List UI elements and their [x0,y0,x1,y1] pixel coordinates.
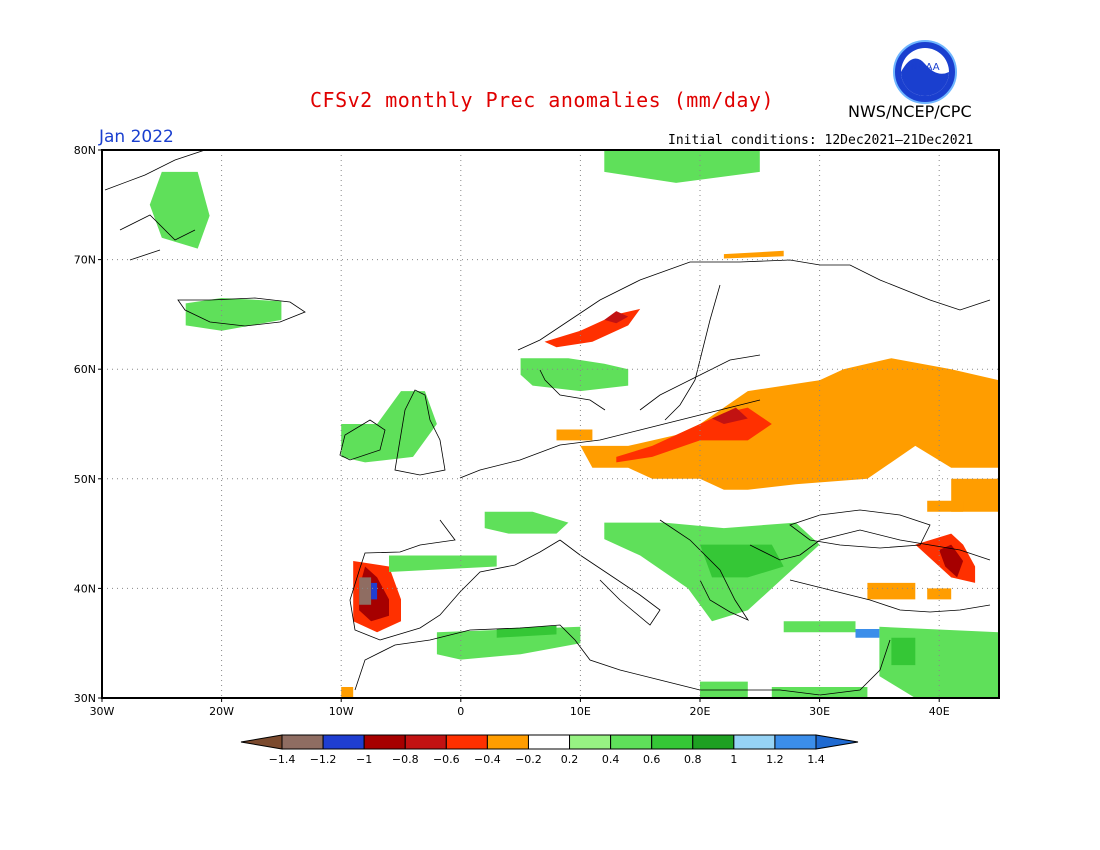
anomaly-region-central-eastern-europe-dry [580,358,999,490]
coastline-uk-ireland [339,389,446,476]
colorbar-swatch [404,734,447,750]
colorbar-label: −0.2 [515,753,542,766]
lon-tick-label: 20E [690,705,711,718]
lon-tick-label: 0 [457,705,464,718]
noaa-logo-icon: NOAA [893,40,957,104]
anomaly-region-denmark-dry [556,429,593,441]
colorbar-label: 0.4 [602,753,620,766]
coastline-continent [349,399,991,641]
anomaly-region-norway-coast-core [604,311,629,324]
colorbar-swatch [363,734,406,750]
anomaly-region-eastern-russia-dry [951,478,999,512]
chart-title: CFSv2 monthly Prec anomalies (mm/day) [310,88,775,112]
coastline-iceland [177,297,306,327]
colorbar-swatch [486,734,529,750]
anomaly-region-spain-north-wet [389,555,497,572]
lon-tick-label: 40E [929,705,950,718]
map-frame [101,149,1000,699]
anomaly-region-iberia-west-extreme [359,577,372,605]
anomaly-region-turkey-east-dry [867,582,916,600]
colorbar-swatch [281,734,324,750]
coastline-north-africa [354,624,891,696]
colorbar-label: 0.2 [561,753,579,766]
colorbar-label: −0.6 [433,753,460,766]
latitude-labels: 80N 70N 60N 50N 40N 30N [74,144,102,705]
anomaly-region-russia-far-east-dry [927,500,964,512]
anomaly-region-iberia-blue-cells [371,582,378,600]
anomaly-region-iceland-wet [185,298,282,331]
anomaly-region-levant-core [891,637,916,666]
coastline-scandinavia [517,259,991,421]
colorbar: −1.4 −1.2 −1 −0.8 −0.6 −0.4 −0.2 0.2 0.4 0.6 0.8 1 1… [240,734,859,766]
coastline-black-sea [789,509,931,549]
colorbar-label: −0.8 [392,753,419,766]
lon-tick-label: 30W [90,705,115,718]
colorbar-label: 1.2 [766,753,784,766]
initial-conditions: Initial conditions: 12Dec2021—21Dec2021 [668,133,974,148]
colorbar-label: 1 [730,753,737,766]
colorbar-label: 0.6 [643,753,661,766]
colorbar-label: 1.4 [807,753,825,766]
anomaly-region-svalbard-coast-dry [723,250,784,259]
coastline-layer [104,149,991,696]
colorbar-swatch [692,734,735,750]
lat-tick-label: 50N [74,473,96,486]
anomaly-region-turkey-east-dry-2 [927,588,952,600]
colorbar-swatch [610,734,653,750]
colorbar-swatch [651,734,694,750]
colorbar-swatch [733,734,776,750]
longitude-labels: 30W 20W 10W 0 10E 20E 30E 40E [90,698,950,718]
lon-tick-label: 20W [209,705,234,718]
anomaly-region-turkey-coast-wet [783,621,856,633]
lon-tick-label: 10W [329,705,354,718]
coastline-greenland [104,149,206,261]
lat-tick-label: 80N [74,144,96,157]
anomaly-region-levant-blue [855,629,880,638]
lon-tick-label: 30E [809,705,830,718]
agency-label: NWS/NCEP/CPC [848,102,972,121]
lon-tick-label: 10E [570,705,591,718]
colorbar-label: −1 [356,753,372,766]
colorbar-right-arrow [815,734,859,750]
colorbar-label: −0.4 [474,753,501,766]
anomaly-region-balkans-core [700,544,784,578]
lat-tick-label: 30N [74,692,96,705]
colorbar-swatch [774,734,817,750]
anomaly-region-lithuania-core [712,407,748,424]
lat-tick-label: 70N [74,254,96,267]
anomaly-region-svalbard-wet [604,150,760,183]
anomaly-region-egypt-wet [771,687,868,698]
colorbar-left-arrow [240,734,283,750]
colorbar-label: 0.8 [684,753,702,766]
anomaly-region-caucasus-core [939,544,964,578]
anomaly-layer [149,150,999,698]
anomaly-region-france-wet [484,511,569,534]
lat-tick-label: 60N [74,363,96,376]
lat-tick-label: 40N [74,582,96,595]
colorbar-swatch [527,734,571,750]
colorbar-swatch [569,734,612,750]
colorbar-swatch [445,734,488,750]
forecast-month: Jan 2022 [99,127,174,147]
colorbar-swatch [322,734,365,750]
anomaly-region-morocco-dry [341,687,354,698]
colorbar-label: −1.2 [310,753,337,766]
anomaly-region-british-isles-wet [341,391,437,463]
svg-text:NOAA: NOAA [910,62,939,73]
colorbar-label: −1.4 [269,753,296,766]
